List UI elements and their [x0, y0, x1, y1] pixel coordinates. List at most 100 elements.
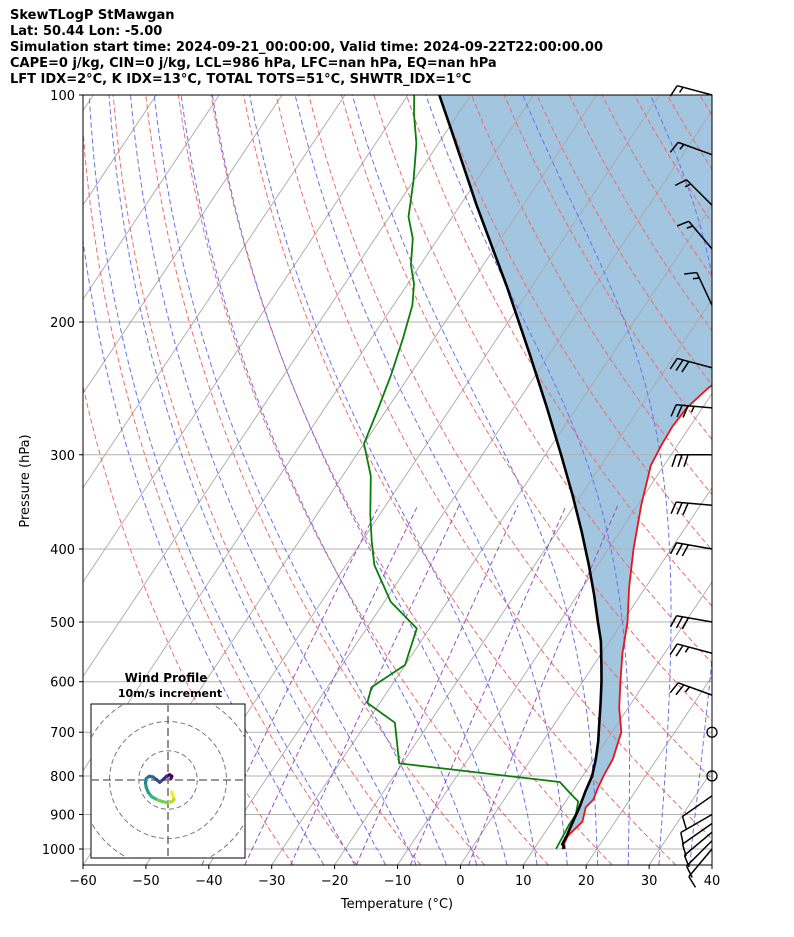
barb-feather [675, 543, 684, 556]
barb-feather [681, 816, 687, 829]
barb-feather [675, 359, 684, 371]
x-axis-label: Temperature (°C) [340, 897, 453, 912]
barb-feather [669, 643, 678, 655]
wind-barb [676, 220, 713, 250]
barb-feather [675, 616, 684, 629]
dry-adiabat [438, 95, 712, 551]
barb-feather [681, 617, 690, 630]
dry-adiabat [340, 95, 712, 722]
barb-feather [680, 832, 685, 846]
wind-barb [680, 813, 713, 846]
wind-barb [669, 615, 713, 630]
mixing-ratio-line [290, 504, 460, 865]
dry-adiabat [308, 95, 712, 780]
y-tick-label: 900 [50, 809, 75, 824]
barb-staff [682, 795, 713, 818]
barb-feather [677, 454, 683, 467]
moist-adiabat [130, 95, 417, 865]
barb-feather [671, 454, 677, 467]
plot-gridlines [83, 95, 794, 865]
dry-adiabat [732, 95, 794, 865]
parcel-line [438, 95, 603, 850]
profile-lines [363, 95, 712, 850]
barb-feather [684, 646, 690, 653]
wind-barb [688, 848, 713, 888]
moist-adiabat [88, 95, 356, 865]
barb-staff [683, 831, 713, 856]
wind-profile-title: Wind Profile [125, 671, 208, 685]
dewpoint-line [363, 95, 580, 850]
moist-adiabat [249, 95, 538, 865]
barb-feather [676, 502, 683, 515]
x-tick-label: −30 [258, 874, 285, 889]
isotherm-gridline [83, 95, 409, 583]
dry-adiabat [83, 383, 294, 865]
wind-profile-inset: Wind Profile 10m/s increment [90, 671, 246, 859]
barb-feather [669, 542, 678, 555]
x-axis: −60 −50 −40 −30 −20 −10 0 10 20 30 40 [69, 865, 720, 889]
wind-barb [706, 726, 718, 738]
chart-header: SkewTLogP StMawgan Lat: 50.44 Lon: -5.00… [10, 8, 603, 88]
moist-adiabat [108, 95, 387, 865]
x-tick-label: −20 [321, 874, 348, 889]
convective-parameters: CAPE=0 j/kg, CIN=0 j/kg, LCL=986 hPa, LF… [10, 56, 497, 71]
isotherm-gridline [83, 95, 283, 395]
barb-feather [669, 358, 678, 370]
barb-feather [682, 405, 689, 418]
y-tick-label: 200 [50, 316, 75, 331]
wind-barb [669, 357, 713, 373]
barb-staff [696, 272, 713, 306]
wind-barb [670, 404, 713, 418]
wind-barb [670, 501, 713, 516]
y-tick-label: 300 [50, 449, 75, 464]
mixing-ratio-line [244, 504, 419, 865]
dry-adiabat [699, 95, 712, 117]
barb-feather [686, 225, 693, 229]
y-tick-label: 600 [50, 676, 75, 691]
mixing-ratio-line [409, 504, 567, 865]
barb-feather [684, 686, 691, 693]
barb-feather [669, 682, 679, 694]
barb-feather [683, 855, 690, 868]
hodograph-ring [138, 750, 198, 810]
moist-adiabat [83, 236, 325, 865]
x-tick-label: −50 [132, 874, 159, 889]
barb-staff [676, 615, 713, 623]
barb-feather [688, 876, 697, 888]
moist-adiabat [294, 95, 568, 865]
isotherm-gridline [334, 298, 712, 865]
isotherm-gridline [83, 95, 472, 678]
x-tick-label: −10 [384, 874, 411, 889]
cape-shaded-area [439, 95, 712, 849]
x-tick-label: 0 [456, 874, 464, 889]
moist-adiabat [351, 95, 599, 865]
moist-adiabat [180, 95, 478, 865]
barb-feather [681, 843, 687, 857]
moist-adiabat [752, 95, 794, 865]
barb-feather [669, 141, 679, 153]
barb-feather [670, 404, 677, 417]
barb-feather [683, 454, 689, 467]
barb-staff [676, 541, 713, 550]
calm-wind-circle [706, 770, 718, 782]
wind-barb [669, 643, 713, 657]
wind-barb [706, 770, 718, 782]
barb-feather [681, 361, 690, 373]
barb-staff [682, 822, 713, 845]
wind-barb [669, 682, 713, 696]
calm-wind-circle [706, 726, 718, 738]
x-tick-label: 30 [641, 874, 658, 889]
y-tick-label: 500 [50, 616, 75, 631]
y-tick-label: 700 [50, 726, 75, 741]
barb-feather [675, 684, 685, 696]
barb-feather [679, 143, 685, 150]
isotherm-gridline [83, 95, 220, 300]
moist-adiabat [721, 95, 794, 865]
y-axis-label: Pressure (hPa) [18, 434, 33, 527]
wind-barb [681, 822, 713, 857]
wind-barb [683, 831, 713, 868]
wind-barb [684, 271, 713, 306]
wind-barb [674, 179, 713, 206]
barb-feather [669, 85, 678, 97]
barb-feather [690, 406, 695, 413]
